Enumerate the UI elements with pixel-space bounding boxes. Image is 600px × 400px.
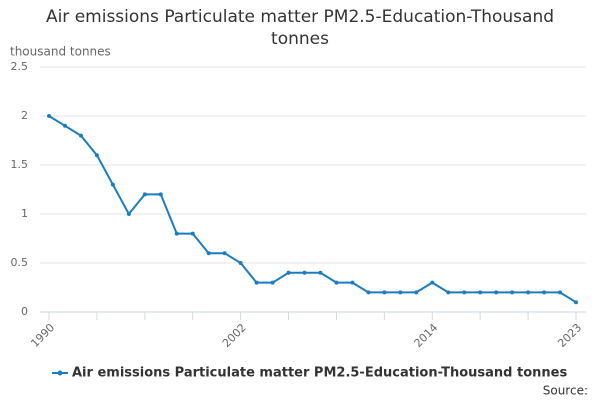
x-tick-label: 1990 [28, 321, 57, 350]
point [110, 182, 115, 187]
legend-label: Air emissions Particulate matter PM2.5-E… [72, 366, 567, 381]
x-tick-label: 2014 [412, 321, 441, 350]
y-tick-label: 0.5 [11, 256, 29, 269]
point [414, 290, 419, 295]
y-tick-label: 0 [21, 305, 28, 318]
point [126, 212, 131, 216]
point [526, 290, 531, 295]
chart-title: Air emissions Particulate matter PM2.5-E… [45, 7, 555, 49]
legend-marker [57, 370, 63, 376]
point [366, 290, 371, 295]
point [318, 270, 323, 275]
point [462, 290, 467, 295]
point [206, 251, 211, 256]
point [398, 290, 403, 295]
point [430, 280, 435, 285]
point [190, 231, 195, 236]
point [158, 192, 163, 197]
y-tick-label: 1.5 [11, 158, 29, 171]
point [510, 290, 515, 295]
point [334, 280, 339, 285]
point [238, 261, 243, 265]
point [558, 290, 563, 295]
point [446, 290, 451, 295]
point [78, 133, 83, 138]
x-tick-label: 2023 [555, 321, 584, 350]
point [174, 231, 179, 236]
y-tick-label: 2.5 [11, 60, 29, 73]
point [94, 153, 99, 158]
point [574, 300, 578, 305]
y-tick-label: 2 [21, 109, 28, 122]
point [494, 290, 499, 295]
point [62, 123, 67, 128]
point [542, 290, 547, 295]
point [270, 280, 275, 285]
y-axis-label: thousand tonnes [10, 45, 111, 59]
line [48, 115, 577, 304]
source: Source: [543, 384, 588, 398]
x-tick-label: 2002 [220, 321, 249, 350]
point [47, 114, 51, 118]
point [142, 192, 147, 197]
point [286, 270, 291, 275]
y-tick-label: 1 [21, 207, 28, 220]
point [382, 290, 387, 295]
point [478, 290, 483, 295]
point [254, 280, 259, 285]
point [350, 280, 355, 285]
point [222, 251, 227, 256]
point [302, 270, 307, 275]
